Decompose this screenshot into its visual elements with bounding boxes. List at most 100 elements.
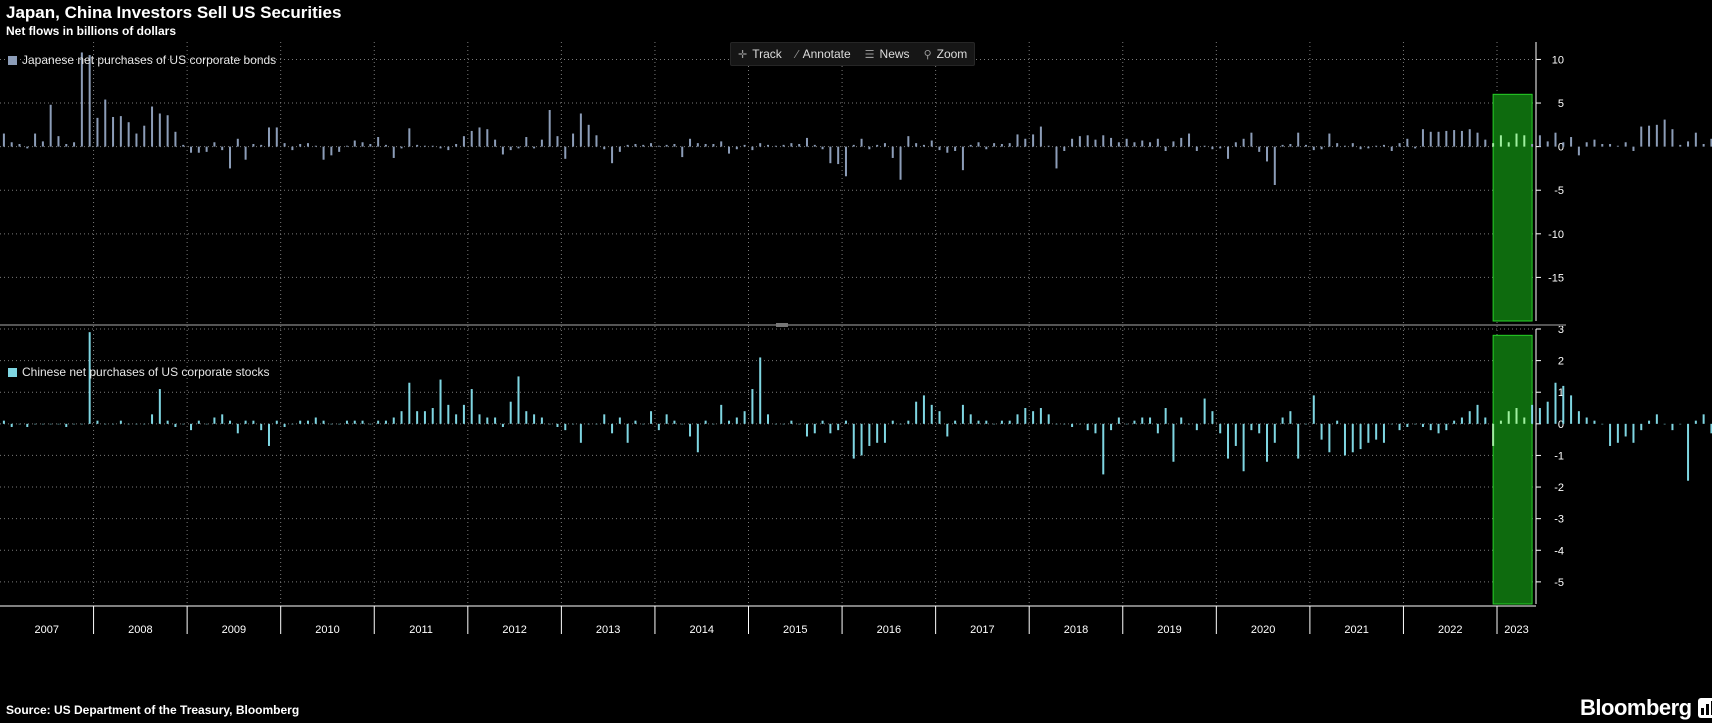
bar-japan — [548, 110, 551, 147]
x-tick-label: 2008 — [128, 624, 152, 636]
bar-china — [1188, 423, 1191, 425]
bar-japan — [1601, 144, 1604, 147]
bar-china — [954, 420, 957, 424]
x-tick-label: 2013 — [596, 624, 620, 636]
bar-japan — [1484, 139, 1487, 147]
bar-china — [1320, 423, 1323, 440]
bar-japan — [1562, 142, 1565, 147]
bar-japan — [1492, 143, 1495, 147]
bar-china — [728, 420, 731, 424]
bar-japan — [1694, 132, 1697, 147]
pencil-icon: ⁄ — [795, 47, 798, 61]
bar-japan — [813, 144, 816, 147]
x-tick-label: 2021 — [1344, 624, 1368, 636]
magnifier-icon: ⚲ — [923, 47, 932, 61]
bar-japan — [907, 136, 910, 147]
bar-china — [1141, 417, 1144, 424]
zoom-button[interactable]: ⚲ Zoom — [917, 43, 975, 65]
bar-china — [579, 423, 582, 443]
legend-japan[interactable]: Japanese net purchases of US corporate b… — [8, 53, 276, 67]
legend-china[interactable]: Chinese net purchases of US corporate st… — [8, 365, 269, 379]
bar-japan — [954, 146, 957, 151]
y-tick-label-china: -4 — [1554, 545, 1564, 557]
bar-china — [1538, 408, 1541, 424]
bar-japan — [704, 144, 707, 147]
bar-japan — [922, 144, 925, 147]
bar-china — [961, 404, 964, 424]
bar-china — [260, 423, 263, 431]
bar-japan — [1047, 145, 1050, 147]
x-tick-label: 2016 — [877, 624, 901, 636]
bar-china — [431, 408, 434, 424]
bar-china — [860, 423, 863, 456]
chart-toolbar: ✛ Track ⁄ Annotate ☰ News ⚲ Zoom — [730, 42, 976, 66]
y-tick-label-china: -5 — [1554, 577, 1564, 589]
legend-label-china: Chinese net purchases of US corporate st… — [22, 365, 270, 379]
bar-china — [252, 420, 255, 424]
bar-japan — [1008, 143, 1011, 147]
bar-china — [1242, 423, 1245, 472]
bar-japan — [782, 144, 785, 147]
bar-china — [1390, 423, 1393, 425]
bar-japan — [174, 131, 177, 147]
bar-japan — [1375, 145, 1378, 147]
bar-japan — [1164, 146, 1167, 151]
bar-china — [1125, 423, 1128, 425]
bar-japan — [1227, 146, 1230, 159]
bar-japan — [291, 146, 294, 151]
bar-japan — [1086, 135, 1089, 147]
bar-china — [1460, 417, 1463, 424]
bar-china — [1000, 420, 1003, 424]
bar-china — [517, 376, 520, 424]
bar-japan — [190, 146, 193, 153]
bar-china — [1312, 395, 1315, 424]
bar-japan — [689, 138, 692, 147]
terminal-icon — [1697, 698, 1712, 718]
bar-japan — [1460, 130, 1463, 147]
bar-japan — [244, 146, 247, 160]
bar-china — [1601, 423, 1604, 425]
bar-japan — [611, 146, 614, 164]
bar-japan — [166, 115, 169, 147]
bar-japan — [1273, 146, 1276, 185]
track-button[interactable]: ✛ Track — [731, 43, 789, 65]
bar-china — [938, 411, 941, 424]
bar-japan — [1320, 146, 1323, 150]
bar-china — [704, 420, 707, 424]
bar-japan — [57, 136, 60, 147]
bar-china — [1266, 423, 1269, 462]
bar-japan — [1367, 146, 1370, 149]
bar-japan — [1094, 139, 1097, 147]
bar-japan — [1648, 125, 1651, 147]
bar-china — [1655, 414, 1658, 424]
annotate-button[interactable]: ⁄ Annotate — [789, 43, 858, 65]
bar-japan — [868, 146, 871, 150]
bar-japan — [759, 143, 762, 147]
bar-japan — [306, 143, 309, 147]
bar-china — [345, 420, 348, 424]
bar-japan — [1710, 138, 1712, 147]
chart-title: Japan, China Investors Sell US Securitie… — [6, 3, 342, 22]
bar-japan — [1055, 146, 1058, 169]
bar-china — [205, 423, 208, 425]
x-tick-label: 2007 — [35, 624, 59, 636]
bar-japan — [634, 144, 637, 147]
bar-china — [759, 357, 762, 424]
y-tick-label-china: 1 — [1558, 387, 1564, 399]
bar-china — [1102, 423, 1105, 475]
bar-china — [1110, 423, 1113, 431]
y-tick-label-japan: -15 — [1548, 272, 1564, 284]
bar-japan — [556, 136, 559, 147]
news-button[interactable]: ☰ News — [858, 43, 917, 65]
bar-china — [478, 414, 481, 424]
bar-china — [1304, 423, 1307, 425]
bar-japan — [1632, 146, 1635, 151]
bar-china — [673, 420, 676, 424]
bar-japan — [494, 139, 497, 147]
bar-china — [26, 423, 29, 427]
bar-china — [774, 423, 777, 425]
bar-japan — [1063, 146, 1066, 151]
bar-china — [712, 423, 715, 425]
legend-swatch-japan — [8, 55, 17, 65]
bar-china — [1679, 423, 1682, 425]
